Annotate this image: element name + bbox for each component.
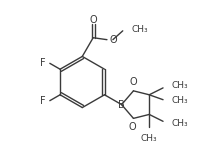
- Text: O: O: [89, 15, 97, 25]
- Text: B: B: [118, 100, 125, 110]
- Text: F: F: [40, 58, 46, 68]
- Text: F: F: [40, 96, 46, 106]
- Text: CH₃: CH₃: [172, 119, 189, 128]
- Text: CH₃: CH₃: [141, 134, 158, 143]
- Text: CH₃: CH₃: [172, 96, 189, 105]
- Text: CH₃: CH₃: [172, 82, 189, 90]
- Text: O: O: [130, 77, 137, 87]
- Text: O: O: [110, 35, 117, 45]
- Text: CH₃: CH₃: [132, 25, 148, 34]
- Text: O: O: [129, 122, 136, 132]
